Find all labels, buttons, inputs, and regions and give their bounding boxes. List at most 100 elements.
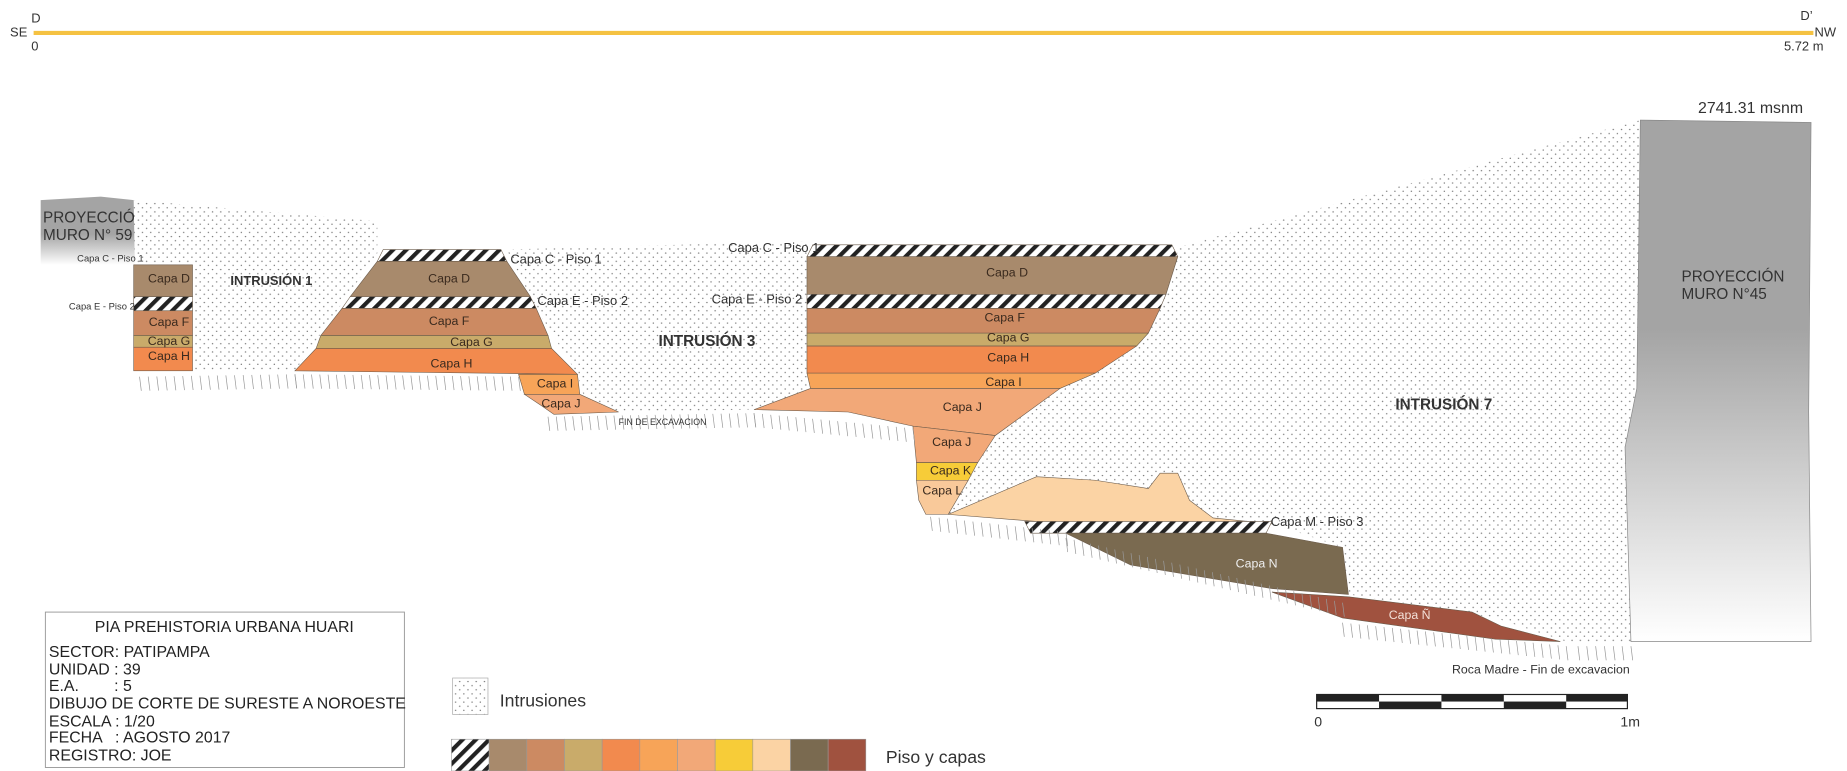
floor-label: Capa C - Piso 1	[728, 240, 819, 255]
ground-tick	[663, 414, 666, 429]
ground-tick	[1098, 545, 1101, 560]
ground-tick	[1532, 642, 1536, 657]
ground-tick	[997, 524, 1001, 539]
ground-tick	[930, 516, 933, 531]
ground-tick	[1065, 532, 1069, 547]
ground-tick	[1073, 539, 1077, 555]
scale-label: 0	[1314, 713, 1322, 729]
intrusions	[133, 120, 1641, 642]
info-title: PIA PREHISTORIA URBANA HUARI	[95, 619, 354, 636]
ground-tick	[938, 517, 942, 532]
layer-label: Capa J	[943, 400, 982, 414]
ground-tick	[1604, 646, 1607, 661]
floor-label: Capa M - Piso 3	[1271, 514, 1364, 529]
ground-tick	[787, 416, 790, 431]
ground-tick	[728, 413, 732, 428]
ground-tick	[597, 415, 600, 431]
ground-tick	[1228, 575, 1231, 591]
ground-tick	[1433, 632, 1436, 647]
ground-tick	[1236, 577, 1239, 593]
note: Roca Madre - Fin de excavacion	[1452, 662, 1630, 676]
ground-tick	[695, 414, 699, 429]
ground-tick	[156, 376, 159, 391]
ground-tick	[427, 375, 430, 390]
ground-tick	[1408, 629, 1411, 644]
ground-tick	[1383, 627, 1387, 642]
floor-label: Capa E - Piso 2	[69, 301, 135, 312]
ground-tick	[1483, 637, 1486, 652]
distance-label: 0	[31, 39, 38, 54]
side-label: SE	[10, 24, 28, 39]
ground-tick	[501, 376, 505, 391]
ground-tick	[1212, 572, 1215, 587]
ground-tick	[580, 416, 584, 431]
point-label: D	[31, 10, 40, 25]
ground-tick	[854, 422, 857, 437]
ground-tick	[605, 415, 608, 430]
ground-tick	[251, 374, 254, 390]
ground-tick	[1089, 543, 1093, 558]
ground-tick	[1014, 526, 1018, 541]
ground-tick	[845, 421, 849, 437]
legend-label: Intrusiones	[500, 690, 586, 710]
ground-tick	[613, 415, 617, 430]
ground-tick	[1499, 639, 1503, 654]
ground-tick	[1244, 579, 1248, 594]
ground-tick	[147, 376, 151, 391]
ground-tick	[704, 413, 707, 429]
elevation-label: 2741.31 msnm	[1698, 100, 1803, 117]
ground-tick	[803, 417, 807, 433]
ground-tick	[1458, 634, 1461, 650]
ground-tick	[208, 375, 211, 390]
ground-tick	[285, 374, 289, 389]
layer-label: Capa I	[537, 376, 573, 390]
layer-label: Capa D	[986, 266, 1028, 280]
ground-tick	[1400, 628, 1403, 643]
ground-tick	[242, 375, 246, 390]
layers	[133, 244, 1561, 642]
ground-tick	[572, 416, 575, 431]
layer-label: Capa L	[922, 483, 962, 497]
ground-tick	[753, 413, 757, 428]
intrusion-label: INTRUSIÓN 7	[1395, 396, 1492, 414]
ground-tick	[654, 414, 658, 430]
ground-tick	[778, 415, 782, 430]
ground-tick	[1285, 589, 1288, 604]
ground-tick	[1557, 645, 1561, 660]
ground-tick	[518, 376, 521, 391]
ground-tick	[555, 416, 559, 431]
ground-tick	[352, 374, 356, 390]
walls: PROYECCIÓN MURO N° 59 PROYECCIÓN MURO N°…	[40, 119, 1812, 642]
info-box: PIA PREHISTORIA URBANA HUARI SECTOR: PAT…	[44, 611, 406, 768]
ground-tick	[1507, 640, 1511, 655]
ground-tick	[964, 520, 967, 535]
info-line: SECTOR: PATIPAMPA	[49, 644, 210, 661]
ground-tick	[737, 413, 740, 428]
distance-label: 5.72 m	[1784, 39, 1824, 54]
ground-tick	[485, 376, 488, 391]
ground-tick	[762, 413, 765, 429]
ground-tick	[173, 376, 177, 391]
ground-tick	[182, 375, 185, 391]
ground-tick	[1031, 528, 1035, 543]
ground-tick	[828, 420, 832, 435]
ground-tick	[1325, 598, 1329, 614]
ground-tick	[1334, 600, 1337, 615]
layer-label: Capa K	[930, 463, 972, 477]
layer-label: Capa N	[1236, 556, 1278, 570]
layer-label: Capa H	[431, 356, 473, 370]
ground-tick	[638, 415, 641, 430]
ground-tick	[1474, 636, 1478, 651]
intrusion-labels: INTRUSIÓN 1 INTRUSIÓN 3 INTRUSIÓN 7	[230, 273, 1492, 414]
ground-tick	[1220, 574, 1223, 589]
ground-tick	[972, 521, 975, 536]
ground-tick	[887, 426, 890, 441]
ground-tick	[679, 414, 682, 429]
ground-tick	[1187, 566, 1191, 581]
ground-tick	[820, 419, 824, 434]
ground-tick	[687, 414, 691, 429]
wall-label: PROYECCIÓN	[1682, 268, 1785, 285]
ground-tick	[460, 376, 463, 391]
ground-tick	[1367, 625, 1370, 640]
